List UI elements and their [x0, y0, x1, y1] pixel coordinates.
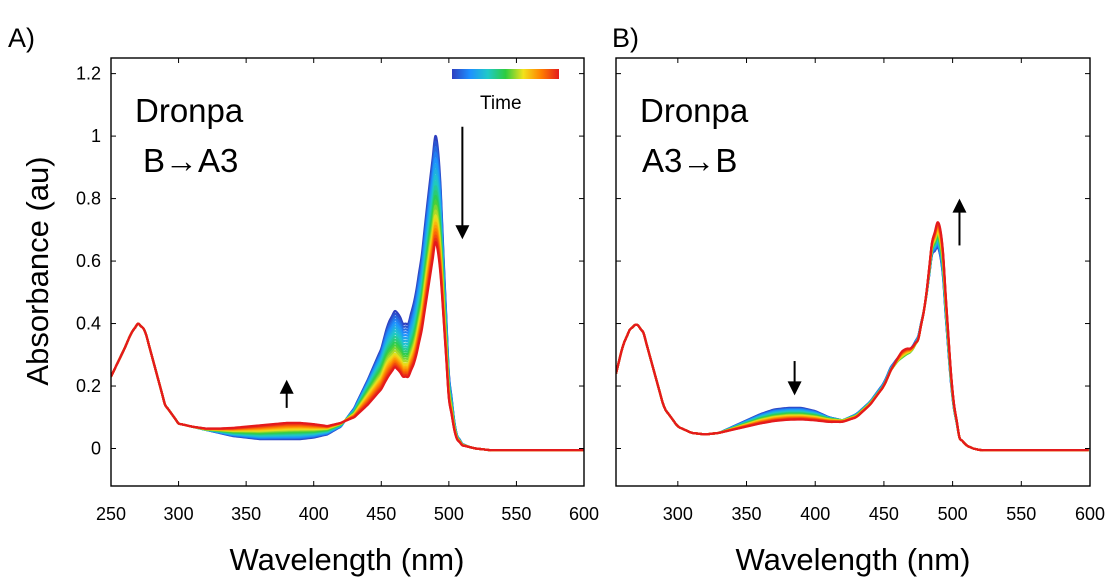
panel-b: B) 300 350 400 450 500 550 600 Dronpa A3→B Wav… — [612, 23, 1105, 577]
panel-a-spectrum-line — [111, 204, 584, 452]
panel-a-spectrum-line — [111, 151, 584, 452]
panel-a-spectrum-line — [111, 174, 584, 452]
panel-a-spectrum-line — [111, 169, 584, 452]
panel-b-x-tick-label: 500 — [938, 504, 968, 524]
panel-a-annotation-line1: Dronpa — [135, 92, 244, 129]
panel-b-arrows — [787, 198, 967, 396]
panel-a-spectrum-line — [111, 140, 584, 452]
panel-b-annotation-line1: Dronpa — [640, 92, 749, 129]
panel-a-spectrum-line — [111, 157, 584, 452]
panel-b-frame — [615, 57, 1091, 487]
panel-a-x-axis-label: Wavelength (nm) — [230, 542, 465, 577]
arrow-up-head — [279, 379, 294, 394]
panel-a-ticks: 250 300 350 400 450 500 550 600 0 0.2 0.4 0.6 0.8 1 1.… — [76, 58, 599, 524]
panel-b-annotation-line2: A3→B — [642, 142, 737, 179]
panel-a-y-tick-label: 0 — [91, 439, 101, 459]
panel-a-x-tick-label: 300 — [164, 504, 194, 524]
time-legend-colorbar — [452, 69, 559, 79]
panel-b-x-axis-label: Wavelength (nm) — [736, 542, 971, 577]
panel-b-spectrum-line — [616, 221, 1089, 452]
arrow-down-head — [787, 381, 802, 396]
panel-b-x-tick-label: 550 — [1006, 504, 1036, 524]
panel-a-x-tick-label: 400 — [299, 504, 329, 524]
panel-b-label: B) — [612, 23, 639, 53]
panel-a-series — [111, 134, 584, 452]
panel-a-y-tick-label: 1 — [91, 126, 101, 146]
panel-a-spectrum-line — [111, 134, 584, 452]
arrow-up-head — [952, 198, 967, 213]
panel-a-spectrum-line — [111, 194, 584, 452]
panel-a-x-tick-label: 550 — [501, 504, 531, 524]
panel-a-spectrum-line — [111, 241, 584, 452]
panel-a-spectrum-line — [111, 214, 584, 452]
panel-a-annotation-line2: B→A3 — [143, 142, 238, 179]
panel-a-x-tick-label: 250 — [96, 504, 126, 524]
panel-b-x-tick-label: 300 — [663, 504, 693, 524]
panel-a-spectrum-line — [111, 146, 584, 452]
panel-a-spectrum-line — [111, 163, 584, 452]
panel-a-spectrum-line — [111, 209, 584, 452]
time-legend-label: Time — [480, 93, 522, 114]
panel-a-spectrum-line — [111, 185, 584, 452]
panel-a-y-tick-label: 0.6 — [76, 251, 101, 271]
panel-a-x-tick-label: 500 — [434, 504, 464, 524]
y-axis-label: Absorbance (au) — [20, 156, 55, 385]
panel-a-y-tick-label: 0.4 — [76, 314, 101, 334]
panel-b-ticks: 300 350 400 450 500 550 600 — [616, 58, 1105, 524]
panel-a-label: A) — [8, 23, 35, 53]
panel-b-x-tick-label: 400 — [800, 504, 830, 524]
panel-a-y-tick-label: 0.2 — [76, 376, 101, 396]
arrow-down-head — [455, 225, 470, 240]
panel-a-y-tick-label: 0.8 — [76, 189, 101, 209]
panel-a-x-tick-label: 350 — [231, 504, 261, 524]
panel-a-y-tick-label: 1.2 — [76, 64, 101, 84]
panel-a-x-tick-label: 600 — [569, 504, 599, 524]
panel-a-frame — [110, 57, 585, 487]
panel-b-x-tick-label: 450 — [869, 504, 899, 524]
panel-b-series — [616, 221, 1089, 452]
panel-a-spectrum-line — [111, 199, 584, 452]
panel-b-x-tick-label: 600 — [1075, 504, 1105, 524]
panel-a-spectrum-line — [111, 190, 584, 452]
panel-a-x-tick-label: 450 — [366, 504, 396, 524]
panel-b-x-tick-label: 350 — [731, 504, 761, 524]
panel-a-spectrum-line — [111, 180, 584, 452]
panel-a: A) 250 300 350 400 450 500 550 600 0 0.2 0.4 0.6 0.8… — [8, 23, 599, 577]
panel-a-arrows — [279, 126, 470, 408]
